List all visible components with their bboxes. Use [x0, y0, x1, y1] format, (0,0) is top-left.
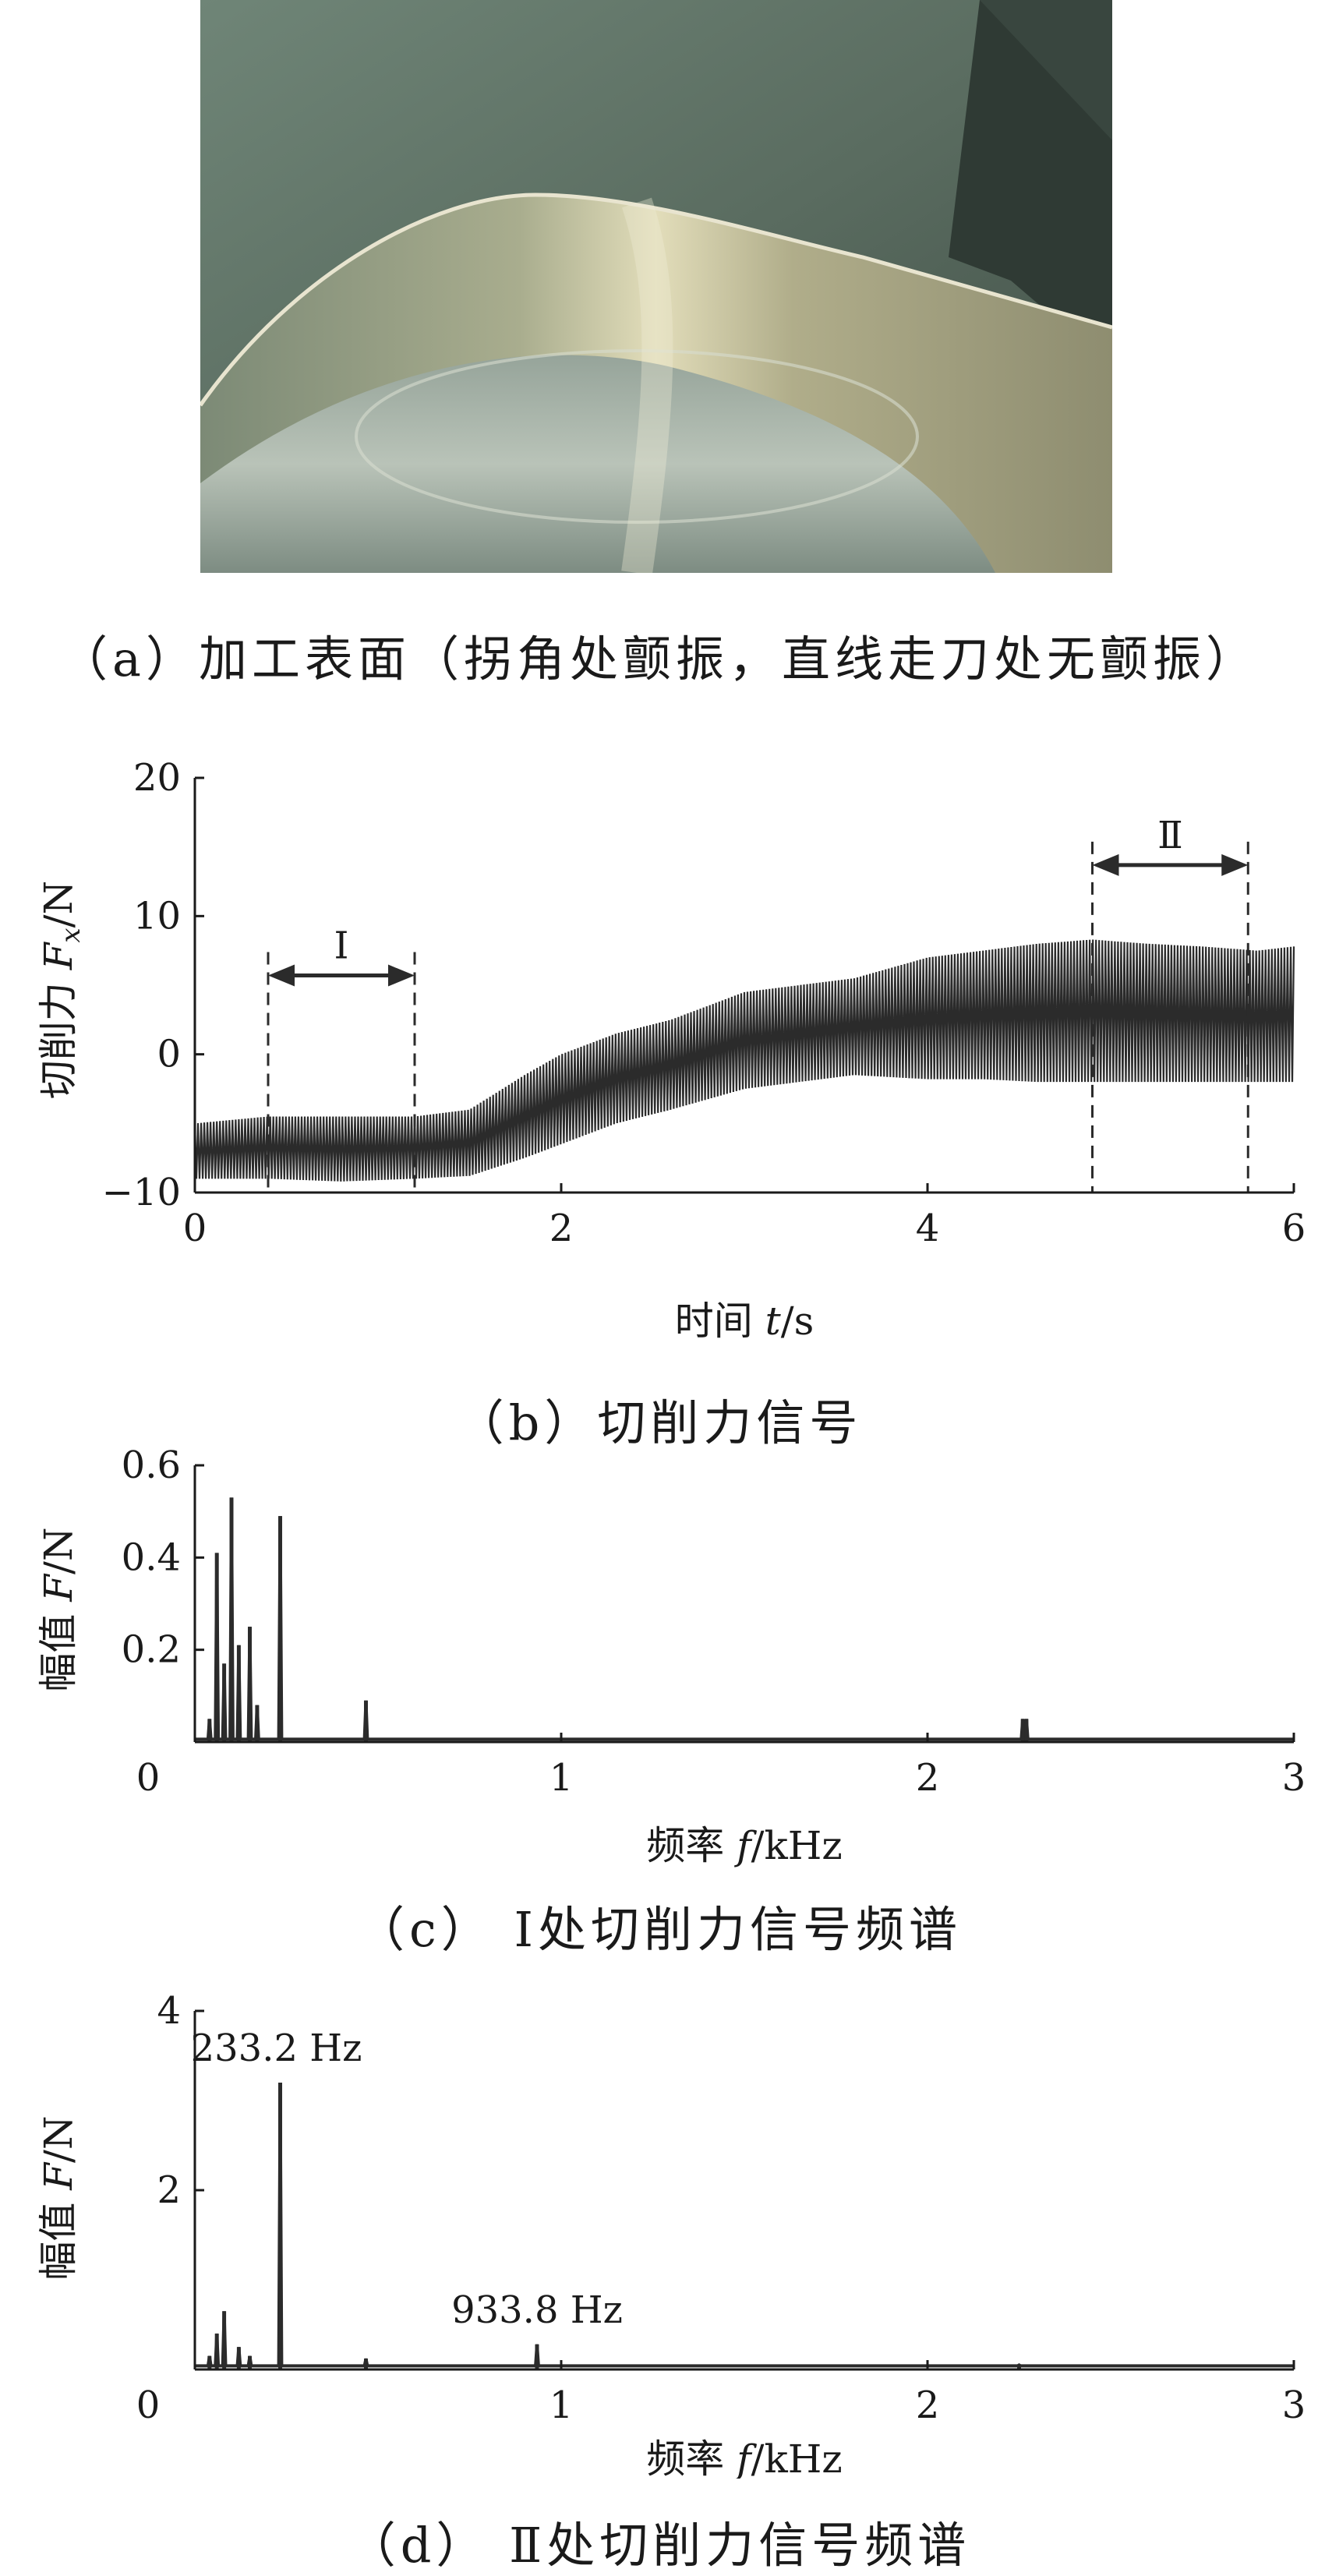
chart-b-x-label-unit: /s — [781, 1299, 814, 1344]
chart-c-y-tick-label: 0.2 — [122, 1628, 181, 1672]
chart-d-y-tick-label: 4 — [157, 1989, 181, 2033]
chart-d-x-tick-label: 0 — [136, 2383, 161, 2427]
chart-b-y-tick-label: 20 — [133, 756, 181, 800]
chart-b-y-label-variable: F — [36, 941, 81, 970]
chart-b-y-axis-label: 切削力 Fx/N — [36, 881, 87, 1099]
chart-b-y-label-unit: /N — [36, 881, 81, 928]
chart-b-x-tick-label: 6 — [1282, 1207, 1306, 1250]
chart-b-axes — [193, 778, 1294, 1194]
chart-b-x-axis-label: 时间 t/s — [675, 1299, 814, 1344]
chart-b-y-tick-label: 0 — [157, 1033, 181, 1076]
chart-c-x-tick-label: 2 — [916, 1756, 940, 1800]
caption-b: （b）切削力信号 — [455, 1394, 863, 1451]
chart-b-y-label-sub: x — [55, 928, 87, 942]
chart-d-x-label-unit: /kHz — [751, 2436, 843, 2479]
chart-c-x-tick-label: 0 — [136, 1756, 161, 1800]
chart-b-region-label: Ⅰ — [334, 924, 349, 968]
chart-b-y-tick-label: 10 — [133, 894, 181, 938]
chart-c-axes — [193, 1465, 1294, 1744]
chart-d-x-tick-label: 1 — [549, 2383, 574, 2427]
chart-d-y-tick-label: 2 — [157, 2168, 181, 2212]
chart-b-region-label: Ⅱ — [1157, 814, 1183, 857]
chart-c-spectrum-line — [195, 1497, 1294, 1741]
chart-d-peak-annotation: 933.8 Hz — [451, 2288, 623, 2332]
caption-d: （d） Ⅱ处切削力信号频谱 — [347, 2517, 971, 2574]
chart-d-y-axis-label: 幅值 F/N — [36, 2115, 81, 2280]
chart-d-y-label-prefix: 幅值 — [36, 2190, 81, 2281]
chart-c-y-axis-label: 幅值 F/N — [36, 1527, 81, 1691]
chart-d-x-tick-label: 3 — [1282, 2383, 1306, 2427]
chart-b-x-tick-label: 4 — [916, 1207, 940, 1250]
chart-d-plot-area: 233.2 Hz 933.8 Hz — [191, 2027, 1294, 2369]
chart-b-x-tick-label: 0 — [183, 1207, 207, 1250]
chart-b-plot-area: ⅠⅡ — [193, 814, 1295, 1193]
chart-c-x-tick-label: 3 — [1282, 1756, 1306, 1800]
chart-d-y-label-variable: F — [36, 2161, 81, 2191]
caption-a: （a）加工表面（拐角处颤振，直线走刀处无颤振） — [59, 631, 1259, 687]
chart-d-x-axis-label: 频率 f/kHz — [646, 2436, 843, 2479]
chart-c-spectrum-region-1: 0 1 2 3 0.6 0.4 0.2 频率 f/kHz 幅值 F/N — [36, 1446, 1306, 1868]
chart-c-plot-area — [195, 1497, 1294, 1742]
chart-c-x-tick-label: 1 — [549, 1756, 574, 1800]
chart-b-x-tick-label: 2 — [549, 1207, 574, 1250]
chart-b-series-line — [193, 939, 1295, 1182]
chart-d-y-label-unit: /N — [36, 2115, 81, 2163]
chart-b-y-tick-label: −10 — [102, 1171, 181, 1214]
chart-d-x-tick-label: 2 — [916, 2383, 940, 2427]
machined-surface-photo-art — [200, 0, 1112, 573]
chart-d-x-label-prefix: 频率 — [646, 2436, 737, 2479]
chart-b-region-arrowhead-left — [1092, 853, 1119, 876]
chart-b-region-arrowhead-left — [268, 964, 295, 987]
chart-b-region-arrowhead-right — [1221, 853, 1249, 876]
chart-d-peak-annotation: 233.2 Hz — [191, 2027, 362, 2070]
caption-c: （c） Ⅰ处切削力信号频谱 — [356, 1901, 962, 1958]
chart-b-region-2: Ⅱ — [1091, 814, 1249, 1193]
chart-c-x-label-prefix: 频率 — [646, 1823, 737, 1868]
chart-c-y-label-unit: /N — [36, 1527, 81, 1574]
chart-b-region-1: Ⅰ — [267, 924, 416, 1193]
chart-c-y-label-prefix: 幅值 — [36, 1602, 81, 1692]
chart-c-x-label-unit: /kHz — [751, 1823, 843, 1868]
machined-surface-photo — [200, 0, 1112, 573]
chart-c-y-tick-label: 0.6 — [122, 1446, 181, 1487]
chart-d-spectrum-region-2: 233.2 Hz 933.8 Hz 0 1 2 3 4 2 频率 f/kHz 幅值 F/N — [36, 1989, 1306, 2479]
chart-c-y-tick-label: 0.4 — [122, 1535, 181, 1579]
chart-b-region-arrowhead-right — [388, 964, 415, 987]
chart-c-y-label-variable: F — [36, 1573, 81, 1602]
chart-b-x-label-prefix: 时间 — [675, 1299, 765, 1344]
chart-b-y-label-prefix: 切削力 — [36, 970, 81, 1099]
chart-c-x-axis-label: 频率 f/kHz — [646, 1823, 843, 1868]
chart-d-spectrum-line — [195, 2082, 1294, 2368]
chart-b-x-label-variable: t — [765, 1299, 782, 1344]
